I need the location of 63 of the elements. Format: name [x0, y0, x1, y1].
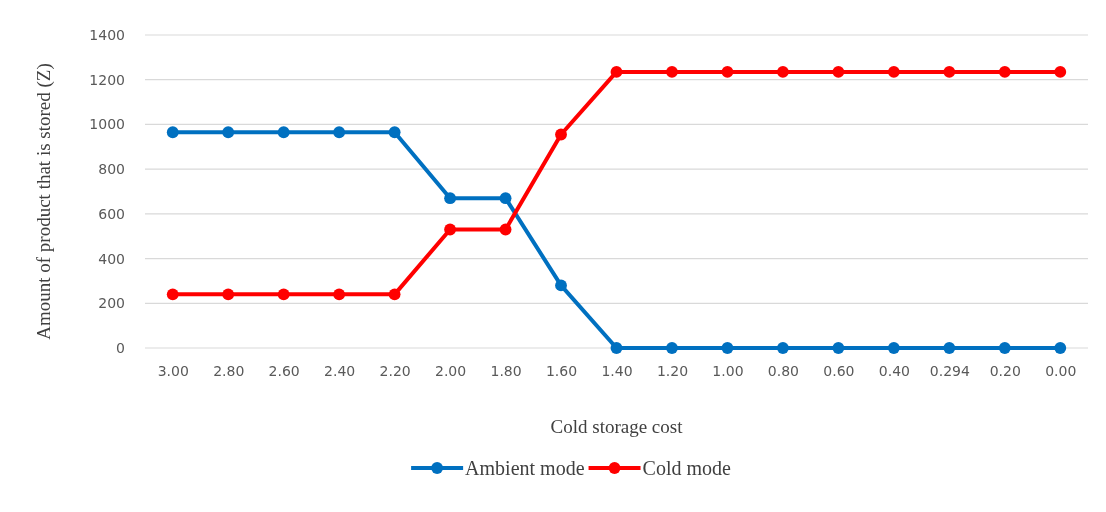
point	[887, 65, 900, 78]
y-tick-label: 1400	[89, 26, 125, 43]
legend-label: Ambient mode	[465, 457, 585, 479]
point	[776, 65, 789, 78]
point	[1054, 342, 1067, 354]
point	[166, 288, 179, 301]
x-tick-label: 1.80	[490, 362, 522, 379]
y-tick-label: 400	[98, 250, 125, 267]
point	[499, 223, 512, 236]
point	[832, 65, 845, 78]
x-tick-label: 2.00	[435, 362, 467, 379]
point	[610, 65, 623, 78]
point	[666, 65, 678, 78]
y-tick-label: 1000	[89, 116, 125, 133]
point	[998, 342, 1011, 354]
x-tick-label: 1.60	[545, 362, 578, 379]
x-tick-label: 2.60	[268, 362, 300, 379]
y-tick-label: 600	[98, 205, 125, 222]
point	[998, 65, 1011, 78]
point	[388, 126, 401, 139]
x-tick-label: 3.00	[157, 362, 189, 379]
legend-label: Cold mode	[642, 457, 731, 479]
point	[333, 288, 346, 301]
x-tick-label: 1.20	[656, 362, 689, 379]
point	[887, 342, 900, 354]
point	[277, 288, 290, 301]
x-tick-label: 0.80	[767, 362, 799, 379]
point	[444, 192, 457, 205]
x-tick-label: 1.00	[712, 362, 744, 379]
point	[721, 342, 734, 354]
x-tick-label: 2.40	[324, 362, 356, 379]
point	[388, 288, 401, 301]
y-tick-label: 200	[98, 295, 125, 312]
x-tick-label: 0.294	[929, 362, 970, 379]
point	[832, 342, 845, 354]
x-tick-label: 2.20	[379, 362, 411, 379]
point	[222, 126, 235, 139]
point	[555, 128, 567, 141]
x-tick-label: 1.40	[601, 362, 633, 379]
x-tick-label: 2.80	[213, 362, 245, 379]
y-tick-label: 800	[98, 161, 125, 178]
point	[610, 342, 623, 354]
x-tick-label: 0.60	[823, 362, 855, 379]
y-tick-label: 0	[116, 339, 125, 356]
y-axis-title: Amount of product that is stored (Z)	[33, 63, 55, 340]
point	[499, 192, 512, 205]
point	[444, 223, 457, 236]
point	[222, 288, 235, 301]
x-tick-label: 0.00	[1045, 362, 1077, 379]
point	[666, 342, 678, 354]
y-tick-label: 1200	[89, 71, 125, 88]
x-tick-label: 0.40	[878, 362, 910, 379]
point	[1054, 65, 1067, 78]
point	[776, 342, 789, 354]
point	[277, 126, 290, 139]
point	[943, 342, 956, 354]
x-tick-label: 0.20	[989, 362, 1021, 379]
point	[333, 126, 346, 139]
point	[943, 65, 956, 78]
point	[555, 279, 567, 292]
point	[166, 126, 179, 139]
x-axis-title: Cold storage cost	[550, 416, 684, 437]
point	[721, 65, 734, 78]
